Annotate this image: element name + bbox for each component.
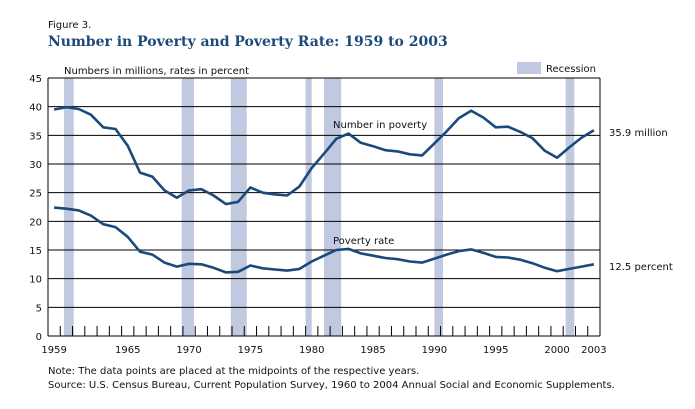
x-tick-label: 1995 xyxy=(483,345,508,356)
recession-band xyxy=(434,78,443,336)
series-label-rate: Poverty rate xyxy=(333,236,394,247)
number-in-poverty-line xyxy=(53,105,595,206)
recession-band xyxy=(565,78,575,336)
recession-band xyxy=(230,78,247,336)
y-tick-label: 5 xyxy=(36,303,42,314)
figure-label: Figure 3. xyxy=(48,20,91,31)
x-tick-label: 1975 xyxy=(238,345,263,356)
series-label-number: Number in poverty xyxy=(333,120,427,131)
poverty-rate-line xyxy=(53,206,595,274)
y-tick-label: 25 xyxy=(29,189,42,200)
y-tick-label: 0 xyxy=(36,332,42,343)
y-tick-label: 10 xyxy=(29,275,42,286)
source: Source: U.S. Census Bureau, Current Popu… xyxy=(48,380,615,391)
y-tick-label: 30 xyxy=(29,160,42,171)
end-label-number: 35.9 million xyxy=(609,128,668,139)
x-tick-label: 1970 xyxy=(176,345,201,356)
legend-swatch xyxy=(517,62,541,74)
y-tick-label: 20 xyxy=(29,217,42,228)
y-axis-label: Numbers in millions, rates in percent xyxy=(64,66,249,77)
recession-band xyxy=(305,78,312,336)
y-tick-label: 35 xyxy=(29,131,42,142)
end-label-rate: 12.5 percent xyxy=(609,262,673,273)
y-tick-label: 40 xyxy=(29,103,42,114)
recession-band xyxy=(63,78,74,336)
note: Note: The data points are placed at the … xyxy=(48,366,419,377)
recession-band xyxy=(181,78,194,336)
x-tick-label: 1965 xyxy=(115,345,140,356)
recession-band xyxy=(324,78,342,336)
chart-title: Number in Poverty and Poverty Rate: 1959… xyxy=(48,34,448,50)
y-tick-label: 45 xyxy=(29,74,42,85)
x-tick-label: 1990 xyxy=(422,345,447,356)
y-tick-label: 15 xyxy=(29,246,42,257)
x-tick-label: 2003 xyxy=(581,345,606,356)
legend-label: Recession xyxy=(546,64,596,75)
x-tick-label: 2000 xyxy=(544,345,569,356)
x-tick-label: 1985 xyxy=(360,345,385,356)
x-tick-label: 1980 xyxy=(299,345,324,356)
x-tick-label: 1959 xyxy=(41,345,66,356)
